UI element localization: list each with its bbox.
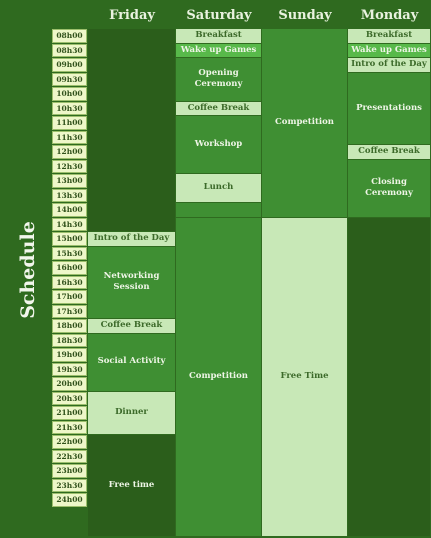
- day-header-friday: Friday: [109, 7, 155, 23]
- event-block-networking-session[interactable]: Networking Session: [88, 246, 176, 319]
- time-slot: 23h30: [52, 478, 87, 492]
- event-block-empty[interactable]: [348, 217, 431, 537]
- event-block-free-time[interactable]: Free time: [88, 435, 176, 537]
- time-slot: 22h30: [52, 449, 87, 463]
- time-slot: 10h00: [52, 87, 87, 101]
- schedule-title: Schedule: [6, 150, 50, 390]
- day-header-saturday: Saturday: [186, 7, 252, 23]
- event-block-coffee-break[interactable]: Coffee Break: [176, 101, 262, 116]
- event-block-free-time[interactable]: Free Time: [262, 217, 348, 537]
- event-block-competition[interactable]: Competition: [262, 29, 348, 218]
- event-block-breakfast[interactable]: Breakfast: [348, 29, 431, 44]
- event-block-empty[interactable]: [176, 203, 262, 218]
- time-slot: 19h30: [52, 362, 87, 376]
- time-slot: 21h30: [52, 420, 87, 434]
- time-slot: 22h00: [52, 435, 87, 449]
- event-block-social-activity[interactable]: Social Activity: [88, 333, 176, 392]
- event-block-coffee-break[interactable]: Coffee Break: [348, 145, 431, 160]
- schedule-title-text: Schedule: [17, 221, 40, 319]
- day-header-monday: Monday: [360, 7, 419, 23]
- time-slot: 09h30: [52, 72, 87, 86]
- event-block-lunch[interactable]: Lunch: [176, 174, 262, 203]
- time-slot: 20h30: [52, 391, 87, 405]
- time-slot: 10h30: [52, 101, 87, 115]
- time-slot: 17h00: [52, 290, 87, 304]
- time-slot: 21h00: [52, 406, 87, 420]
- time-slot: 18h30: [52, 333, 87, 347]
- event-block-closing-ceremony[interactable]: Closing Ceremony: [348, 159, 431, 218]
- time-slot: 11h00: [52, 116, 87, 130]
- event-block-dinner[interactable]: Dinner: [88, 391, 176, 435]
- time-slot: 16h30: [52, 275, 87, 289]
- time-slot: 09h00: [52, 58, 87, 72]
- event-block-intro-of-the-day[interactable]: Intro of the Day: [88, 232, 176, 247]
- event-block-breakfast[interactable]: Breakfast: [176, 29, 262, 44]
- time-slot: 12h00: [52, 145, 87, 159]
- time-slot: 24h00: [52, 493, 87, 507]
- time-slot: 20h00: [52, 377, 87, 391]
- event-block-wake-up-games[interactable]: Wake up Games: [176, 43, 262, 58]
- event-block-competition[interactable]: Competition: [176, 217, 262, 537]
- time-slot: 23h00: [52, 464, 87, 478]
- event-block-wake-up-games[interactable]: Wake up Games: [348, 43, 431, 58]
- time-slot: 13h30: [52, 188, 87, 202]
- time-slot: 08h00: [52, 29, 87, 43]
- time-slot: 14h00: [52, 203, 87, 217]
- time-slot: 12h30: [52, 159, 87, 173]
- time-slot: 16h00: [52, 261, 87, 275]
- time-slot: 15h30: [52, 246, 87, 260]
- time-slot: 08h30: [52, 43, 87, 57]
- event-block-empty[interactable]: [88, 29, 176, 232]
- time-slot: 11h30: [52, 130, 87, 144]
- time-slot: 13h00: [52, 174, 87, 188]
- time-slot: 18h00: [52, 319, 87, 333]
- event-block-opening-ceremony[interactable]: Opening Ceremony: [176, 58, 262, 102]
- event-block-coffee-break[interactable]: Coffee Break: [88, 319, 176, 334]
- day-header-sunday: Sunday: [278, 7, 332, 23]
- event-block-intro-of-the-day[interactable]: Intro of the Day: [348, 58, 431, 73]
- time-slot: 14h30: [52, 217, 87, 231]
- event-block-presentations[interactable]: Presentations: [348, 72, 431, 145]
- time-slot: 19h00: [52, 348, 87, 362]
- time-slot: 17h30: [52, 304, 87, 318]
- event-block-workshop[interactable]: Workshop: [176, 116, 262, 174]
- time-slot: 15h00: [52, 232, 87, 246]
